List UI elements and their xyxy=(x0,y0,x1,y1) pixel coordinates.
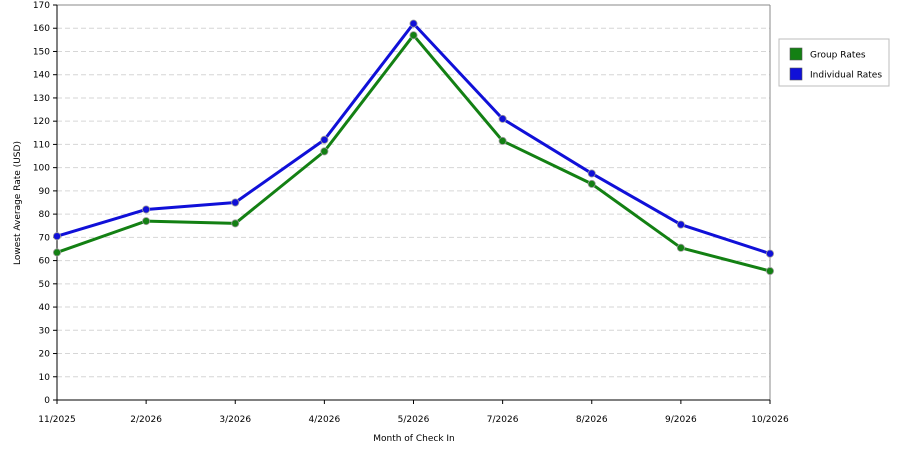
y-tick-label: 30 xyxy=(39,326,51,336)
y-tick-label: 70 xyxy=(39,233,51,243)
group-rates-point xyxy=(766,267,775,276)
y-tick-label: 20 xyxy=(39,350,51,360)
y-tick-label: 150 xyxy=(33,47,50,57)
y-tick-label: 90 xyxy=(39,187,51,197)
group-rates-point xyxy=(409,31,418,40)
y-tick-label: 130 xyxy=(33,94,50,104)
y-axis-title: Lowest Average Rate (USD) xyxy=(13,141,23,265)
group-rates-legend-label: Group Rates xyxy=(810,51,866,61)
y-tick-label: 100 xyxy=(33,164,50,174)
x-tick-label: 5/2026 xyxy=(398,415,430,425)
individual-rates-point xyxy=(231,198,240,207)
individual-rates-legend-label: Individual Rates xyxy=(810,71,882,81)
individual-rates-point xyxy=(766,249,775,258)
axis-layer: 0 10 20 30 40 50 60 70 80 90 100 110 120 130 140 150 160… xyxy=(33,1,789,425)
x-tick-label: 10/2026 xyxy=(751,415,789,425)
y-tick-label: 60 xyxy=(39,257,51,267)
group-rates-point xyxy=(231,219,240,228)
x-tick-label: 2/2026 xyxy=(130,415,162,425)
individual-rates-point xyxy=(142,205,151,214)
individual-rates-point xyxy=(676,220,685,229)
legend: Group Rates Individual Rates xyxy=(778,38,890,87)
individual-rates-point xyxy=(320,135,329,144)
group-rates-point xyxy=(53,248,62,257)
individual-rates-point xyxy=(53,232,62,241)
group-rates-point xyxy=(676,243,685,252)
group-rates-point xyxy=(498,136,507,145)
y-tick-label: 10 xyxy=(39,373,51,383)
group-rates-legend-swatch xyxy=(789,47,803,61)
y-tick-label: 110 xyxy=(33,140,50,150)
plot-background xyxy=(57,5,770,400)
x-tick-label: 11/2025 xyxy=(38,415,75,425)
individual-rates-legend-swatch xyxy=(789,67,803,81)
y-tick-label: 120 xyxy=(33,117,50,127)
y-tick-label: 0 xyxy=(44,396,50,406)
x-axis-title: Month of Check In xyxy=(373,434,455,444)
y-tick-label: 170 xyxy=(33,1,50,11)
group-rates-point xyxy=(587,179,596,188)
group-rates-point xyxy=(142,217,151,226)
y-tick-label: 80 xyxy=(39,210,51,220)
y-tick-label: 50 xyxy=(39,280,51,290)
y-tick-label: 40 xyxy=(39,303,51,313)
x-tick-label: 7/2026 xyxy=(487,415,519,425)
x-tick-label: 8/2026 xyxy=(576,415,608,425)
x-tick-label: 9/2026 xyxy=(665,415,697,425)
x-tick-label: 4/2026 xyxy=(309,415,341,425)
series-layer xyxy=(53,19,775,276)
individual-rates-point xyxy=(587,169,596,178)
group-rates-point xyxy=(320,147,329,156)
individual-rates-point xyxy=(409,19,418,28)
y-tick-label: 140 xyxy=(33,71,50,81)
individual-rates-point xyxy=(498,114,507,123)
y-tick-label: 160 xyxy=(33,24,50,34)
x-tick-label: 3/2026 xyxy=(219,415,251,425)
